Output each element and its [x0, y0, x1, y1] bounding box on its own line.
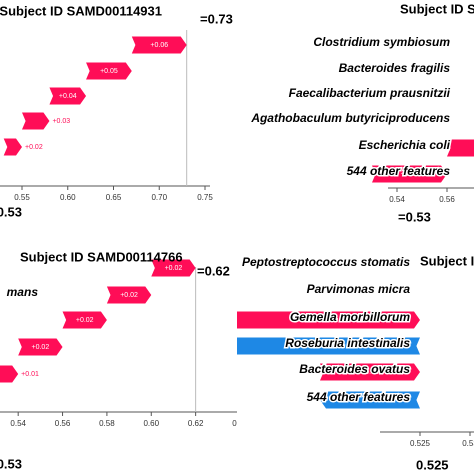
x-tick-label: 0.54: [389, 195, 405, 204]
value-label: +0.06: [150, 42, 168, 49]
shap-bar: [131, 36, 187, 54]
feature-label: Escherichia coli: [359, 138, 451, 152]
x-tick-label: 0.56: [55, 419, 71, 428]
value-label: +0.02: [320, 317, 338, 324]
shap-bar: [320, 363, 420, 381]
value-label: +0.04: [59, 93, 77, 100]
x-tick-label: 0.75: [197, 193, 213, 202]
value-label: -0.02: [321, 343, 337, 350]
shap-bar: [320, 391, 420, 409]
value-label: +0.01: [361, 369, 379, 376]
shap-bar: [86, 62, 132, 80]
base-value: 0.53: [0, 204, 22, 219]
feature-label: 544 other features: [307, 390, 411, 404]
base-value: 0.525: [416, 457, 449, 472]
panel-title: Subject ID SAMD00114766: [20, 249, 183, 264]
shap-bar: [3, 138, 22, 156]
feature-label: Faecalibacterium prausnitzii: [289, 86, 451, 100]
x-tick-label: 0.64: [232, 419, 248, 428]
panel-title: Subject ID S: [400, 1, 474, 16]
shap-bar: [447, 139, 474, 157]
shap-bar: [22, 112, 50, 130]
value-label: +0.03: [52, 118, 70, 125]
final-value: =0.62: [197, 263, 230, 278]
x-tick-label: 0.62: [188, 419, 204, 428]
panel: 0.525 0.53 -0.01 +0.01 -0.02 +0.02 Peptostrept…: [237, 253, 474, 472]
feature-label: Gemella morbillorum: [290, 310, 410, 324]
x-tick-label: 0.53: [462, 439, 474, 448]
x-tick-label: 0.56: [439, 195, 455, 204]
feature-label: Roseburia intestinalis: [285, 336, 410, 350]
shap-bar: [151, 259, 196, 277]
x-tick-label: 0.65: [106, 193, 122, 202]
x-tick-label: 0.54: [10, 419, 26, 428]
base-value: =0.53: [398, 209, 431, 224]
shap-bar: [0, 365, 19, 383]
value-label: +0.03: [401, 171, 419, 178]
x-tick-label: 0.70: [151, 193, 167, 202]
value-label: +0.01: [21, 371, 39, 378]
shap-bar: [18, 338, 63, 356]
panel-title: Subject I: [420, 253, 474, 268]
feature-label: Agathobaculum butyriciproducens: [250, 111, 450, 125]
panel-title: Subject ID SAMD00114931: [0, 3, 162, 18]
x-tick-label: 0.525: [410, 439, 431, 448]
value-label: +0.02: [32, 344, 50, 351]
panel: 0.54 0.56 0.58 0.60 0.62 0.64 =0.62 +0.01 +0.02 +…: [0, 249, 248, 471]
shap-bar: [106, 286, 152, 304]
feature-label: Peptostreptococcus stomatis: [242, 255, 410, 269]
x-tick-label: 0.60: [60, 193, 76, 202]
value-label: +0.02: [165, 265, 183, 272]
feature-label: Bacteroides fragilis: [339, 61, 451, 75]
shap-bar: [49, 87, 87, 105]
shap-bar: [372, 165, 447, 183]
x-tick-label: 0.55: [14, 193, 30, 202]
panel: 0.540.56+0.03+0.02Clostridium symbiosumB…: [249, 1, 474, 224]
x-tick-label: 0.58: [99, 419, 115, 428]
value-label: +0.02: [25, 144, 43, 151]
panel: 0.55 0.60 0.65 0.70 0.75 =0.73 +0.02 +0.03 +0.04…: [0, 3, 233, 219]
feature-label: 544 other features: [347, 164, 451, 178]
shap-bar: [62, 311, 107, 329]
feature-label: mans: [7, 285, 39, 299]
x-tick-label: 0.60: [143, 419, 159, 428]
feature-label: Parvimonas micra: [307, 282, 411, 296]
value-label: +0.02: [120, 292, 138, 299]
value-label: +0.02: [76, 317, 94, 324]
base-value: 0.53: [0, 456, 22, 471]
value-label: -0.01: [362, 397, 378, 404]
feature-label: Bacteroides ovatus: [299, 362, 410, 376]
shap-bar: [237, 337, 420, 355]
value-label: +0.05: [100, 68, 118, 75]
shap-bar: [237, 311, 420, 329]
final-value: =0.73: [200, 11, 233, 26]
feature-label: Clostridium symbiosum: [313, 35, 450, 49]
